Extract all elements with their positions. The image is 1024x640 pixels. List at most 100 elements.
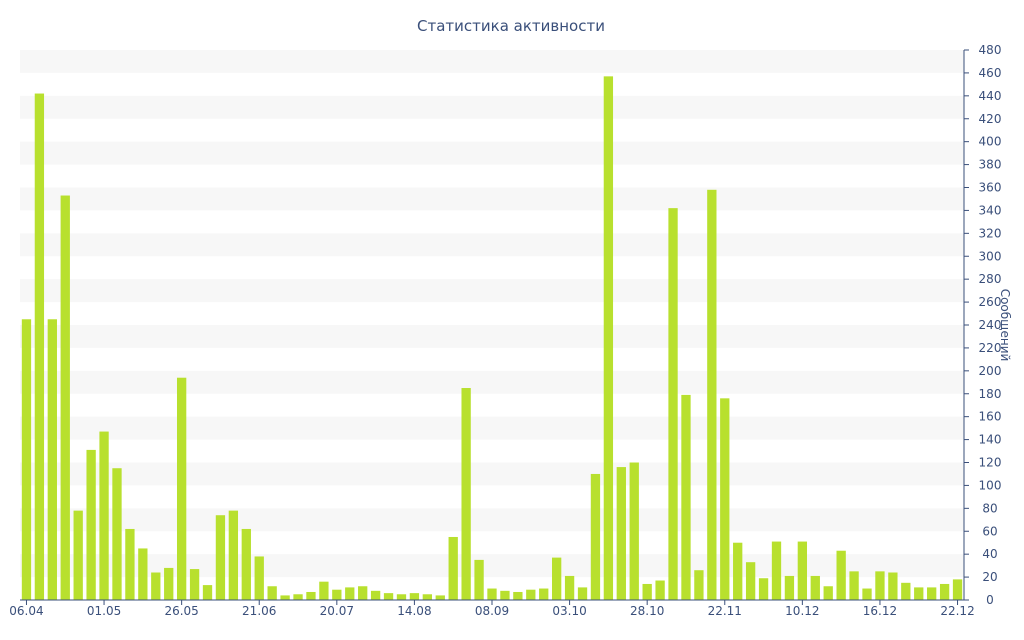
bar[interactable] bbox=[862, 588, 872, 600]
y-tick-label: 140 bbox=[979, 433, 1002, 447]
bar[interactable] bbox=[914, 587, 924, 600]
y-tick-label: 360 bbox=[979, 181, 1002, 195]
bar[interactable] bbox=[293, 594, 303, 600]
bar[interactable] bbox=[73, 510, 83, 601]
bar[interactable] bbox=[552, 557, 562, 600]
bar[interactable] bbox=[797, 541, 808, 600]
grid-band bbox=[20, 187, 964, 211]
bar-series bbox=[21, 76, 963, 601]
y-tick-label: 340 bbox=[979, 203, 1002, 217]
bar[interactable] bbox=[927, 587, 937, 600]
bar[interactable] bbox=[241, 528, 251, 600]
bar[interactable] bbox=[60, 195, 70, 600]
x-tick-label: 20.07 bbox=[320, 604, 354, 618]
chart-title: Статистика активности bbox=[417, 17, 605, 35]
bar[interactable] bbox=[642, 583, 652, 600]
bar[interactable] bbox=[396, 594, 407, 600]
grid-band bbox=[20, 50, 964, 73]
bar[interactable] bbox=[34, 93, 45, 600]
bar[interactable] bbox=[655, 580, 665, 600]
bar[interactable] bbox=[836, 550, 846, 600]
bar[interactable] bbox=[590, 473, 601, 600]
grid-bands bbox=[20, 50, 964, 578]
x-tick-label: 21.06 bbox=[242, 604, 276, 618]
grid-band bbox=[20, 416, 964, 440]
bar[interactable] bbox=[202, 585, 213, 600]
bar[interactable] bbox=[151, 572, 161, 601]
bar[interactable] bbox=[694, 570, 704, 600]
y-tick-label: 480 bbox=[979, 43, 1002, 57]
y-tick-label: 20 bbox=[982, 570, 997, 584]
bar[interactable] bbox=[383, 593, 394, 601]
bar[interactable] bbox=[189, 569, 200, 600]
bar[interactable] bbox=[875, 571, 885, 600]
bar[interactable] bbox=[707, 189, 717, 601]
bar[interactable] bbox=[603, 76, 614, 601]
bar[interactable] bbox=[939, 583, 950, 600]
bar[interactable] bbox=[138, 548, 148, 600]
y-tick-label: 160 bbox=[979, 410, 1002, 424]
y-tick-label: 300 bbox=[979, 249, 1002, 263]
bar[interactable] bbox=[461, 388, 471, 600]
bar[interactable] bbox=[215, 515, 226, 600]
y-tick-label: 0 bbox=[986, 593, 994, 607]
bar[interactable] bbox=[784, 575, 795, 600]
bar[interactable] bbox=[500, 590, 510, 600]
bar[interactable] bbox=[758, 578, 769, 600]
bar[interactable] bbox=[21, 319, 32, 600]
bar[interactable] bbox=[306, 591, 316, 600]
bar[interactable] bbox=[125, 528, 135, 600]
bar[interactable] bbox=[733, 542, 743, 600]
bar[interactable] bbox=[164, 567, 174, 600]
bar[interactable] bbox=[888, 572, 898, 601]
bar[interactable] bbox=[474, 559, 484, 600]
bar[interactable] bbox=[422, 594, 432, 600]
bar[interactable] bbox=[280, 595, 290, 600]
bar[interactable] bbox=[810, 575, 820, 600]
bar[interactable] bbox=[267, 586, 277, 600]
bar[interactable] bbox=[487, 588, 497, 600]
y-axis-label: Сообщений bbox=[998, 289, 1012, 362]
bar[interactable] bbox=[526, 589, 536, 600]
bar[interactable] bbox=[319, 581, 329, 600]
bar[interactable] bbox=[616, 467, 626, 600]
y-axis: 0 20 40 60 80 100 120 140 160 180 200 220 240 260 280 3… bbox=[963, 43, 1002, 607]
bar[interactable] bbox=[629, 462, 639, 601]
bar[interactable] bbox=[564, 575, 575, 600]
bar[interactable] bbox=[345, 587, 355, 600]
bar[interactable] bbox=[370, 590, 381, 600]
bar[interactable] bbox=[176, 377, 187, 600]
y-tick-label: 180 bbox=[979, 387, 1002, 401]
bar[interactable] bbox=[539, 588, 549, 600]
bar[interactable] bbox=[435, 595, 445, 600]
bar[interactable] bbox=[86, 449, 96, 600]
y-tick-label: 200 bbox=[979, 364, 1002, 378]
bar[interactable] bbox=[47, 319, 57, 600]
bar[interactable] bbox=[99, 431, 109, 600]
bar[interactable] bbox=[228, 510, 239, 601]
bar[interactable] bbox=[112, 468, 122, 600]
y-tick-label: 380 bbox=[979, 158, 1002, 172]
bar[interactable] bbox=[448, 536, 458, 600]
bar[interactable] bbox=[745, 562, 756, 600]
bar[interactable] bbox=[771, 541, 782, 600]
grid-band bbox=[20, 508, 964, 532]
grid-band bbox=[20, 141, 964, 165]
bar[interactable] bbox=[668, 208, 678, 601]
grid-band bbox=[20, 554, 964, 578]
bar[interactable] bbox=[681, 394, 691, 600]
bar[interactable] bbox=[952, 579, 963, 601]
bar[interactable] bbox=[254, 556, 264, 600]
bar[interactable] bbox=[849, 571, 859, 600]
bar[interactable] bbox=[720, 398, 730, 600]
x-axis: 06.04 01.05 26.05 21.06 20.07 14.08 08.09 03.10… bbox=[9, 599, 975, 618]
y-tick-label: 400 bbox=[979, 135, 1002, 149]
bar[interactable] bbox=[901, 582, 911, 600]
bar[interactable] bbox=[823, 586, 833, 600]
bar[interactable] bbox=[513, 591, 523, 600]
bar[interactable] bbox=[409, 593, 420, 601]
y-tick-label: 100 bbox=[979, 478, 1002, 492]
bar[interactable] bbox=[577, 587, 588, 600]
bar[interactable] bbox=[358, 586, 368, 600]
bar[interactable] bbox=[332, 589, 342, 600]
